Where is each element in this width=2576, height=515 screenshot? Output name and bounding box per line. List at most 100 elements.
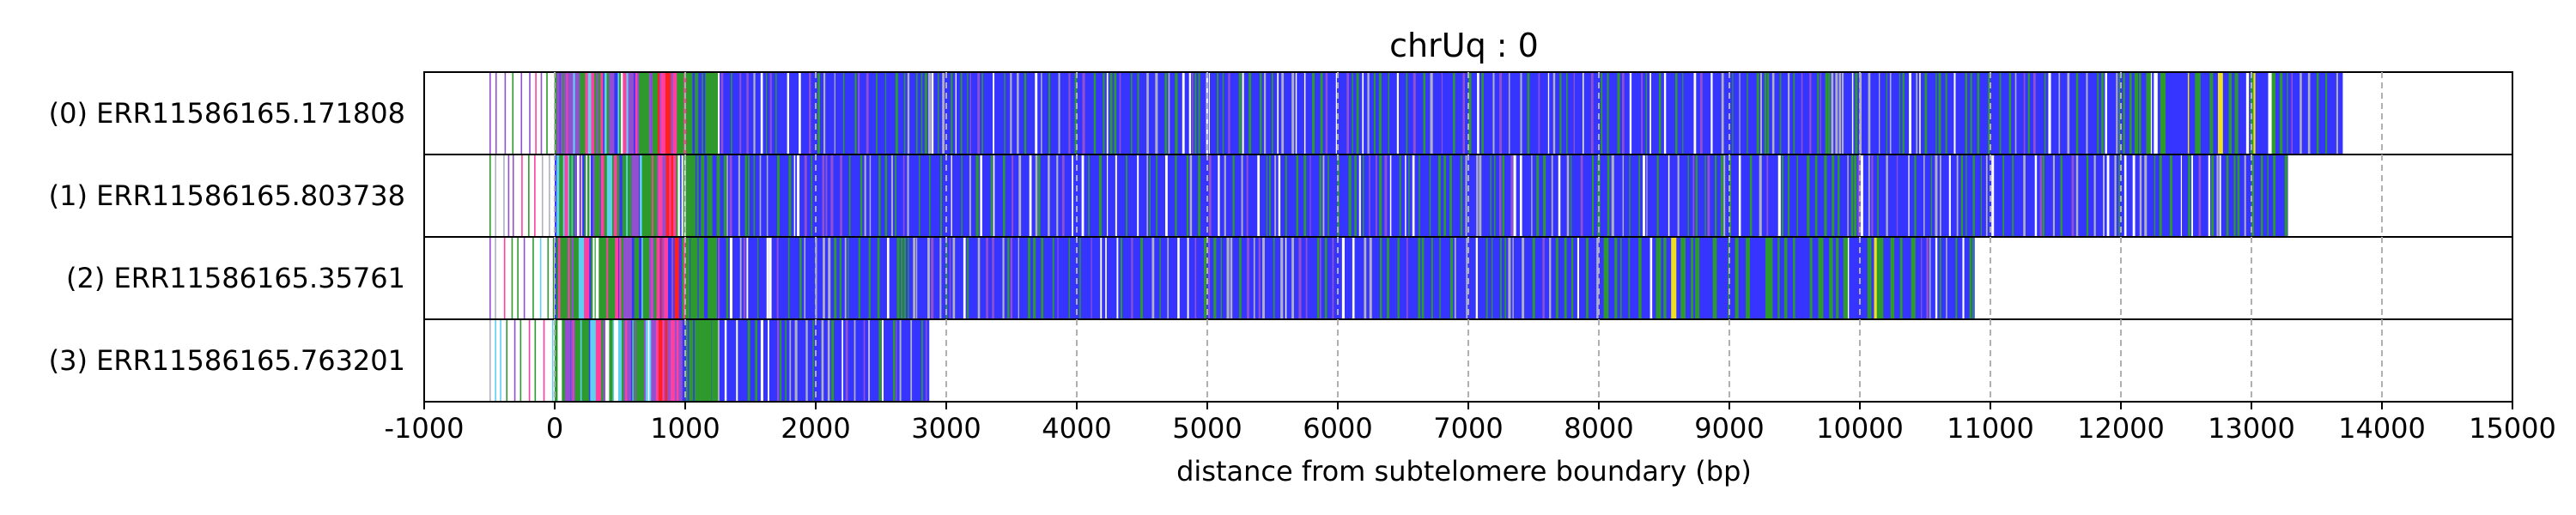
feature-mark [1369, 237, 1372, 319]
feature-mark [841, 319, 843, 402]
feature-mark [523, 237, 526, 319]
feature-mark [1358, 154, 1361, 237]
feature-mark [1109, 72, 1113, 154]
feature-mark [1387, 237, 1389, 319]
feature-mark [1232, 154, 1235, 237]
feature-mark [1559, 72, 1562, 154]
feature-mark [1663, 237, 1667, 319]
feature-mark [569, 154, 572, 237]
feature-mark [1710, 72, 1713, 154]
feature-mark [2208, 154, 2210, 237]
feature-mark [1082, 72, 1085, 154]
feature-mark [718, 319, 720, 402]
feature-mark [1228, 72, 1230, 154]
feature-mark [960, 72, 963, 154]
feature-mark [1061, 154, 1065, 237]
feature-mark [1580, 154, 1583, 237]
feature-mark [1274, 154, 1277, 237]
feature-mark [723, 154, 726, 237]
feature-mark [1909, 72, 1911, 154]
feature-mark [1890, 237, 1895, 319]
feature-mark [718, 237, 720, 319]
feature-mark [899, 319, 902, 402]
feature-mark [1208, 154, 1212, 237]
feature-mark [706, 72, 710, 154]
feature-mark [640, 319, 645, 402]
feature-mark [521, 154, 523, 237]
feature-mark [817, 72, 820, 154]
feature-mark [1140, 237, 1144, 319]
feature-mark [674, 237, 679, 319]
feature-mark [1977, 72, 1980, 154]
feature-mark [595, 319, 598, 402]
feature-mark [489, 319, 491, 402]
feature-mark [1305, 237, 1308, 319]
feature-mark [986, 237, 988, 319]
feature-mark [702, 319, 705, 402]
feature-mark [736, 319, 738, 402]
feature-mark [1649, 237, 1653, 319]
feature-mark [1242, 72, 1244, 154]
feature-mark [827, 319, 830, 402]
feature-mark [520, 72, 523, 154]
feature-mark [1341, 237, 1345, 319]
feature-mark [1735, 237, 1739, 319]
feature-mark [2250, 72, 2255, 154]
feature-mark [876, 72, 878, 154]
feature-mark [1876, 237, 1882, 319]
feature-mark [765, 72, 768, 154]
feature-mark [1379, 237, 1382, 319]
feature-mark [1399, 154, 1401, 237]
feature-mark [2086, 154, 2089, 237]
feature-mark [613, 154, 620, 237]
feature-mark [1295, 72, 1297, 154]
feature-mark [2307, 72, 2311, 154]
feature-mark [685, 154, 690, 237]
feature-mark [622, 319, 624, 402]
feature-mark [1874, 237, 1879, 319]
feature-mark [2291, 72, 2293, 154]
feature-mark [1603, 237, 1609, 319]
feature-mark [1832, 154, 1835, 237]
feature-mark [2008, 72, 2012, 154]
feature-mark [2023, 72, 2026, 154]
feature-mark [969, 72, 972, 154]
feature-mark [609, 237, 616, 319]
feature-mark [1476, 154, 1479, 237]
feature-mark [1641, 72, 1643, 154]
feature-mark [1677, 154, 1680, 237]
feature-mark [939, 237, 942, 319]
feature-mark [1643, 154, 1645, 237]
feature-mark [915, 72, 918, 154]
feature-mark [1035, 72, 1038, 154]
feature-mark [1924, 72, 1928, 154]
feature-mark [1837, 154, 1840, 237]
feature-mark [1956, 154, 1959, 237]
feature-mark [1771, 72, 1775, 154]
feature-mark [689, 319, 693, 402]
feature-mark [611, 72, 614, 154]
feature-mark [1508, 237, 1511, 319]
feature-mark [561, 154, 565, 237]
feature-mark [977, 72, 981, 154]
feature-mark [658, 154, 660, 237]
feature-mark [1004, 72, 1005, 154]
feature-mark [2039, 154, 2043, 237]
feature-mark [1638, 154, 1641, 237]
feature-mark [495, 319, 496, 402]
feature-mark [1807, 154, 1810, 237]
feature-mark [1264, 72, 1267, 154]
feature-mark [626, 237, 632, 319]
feature-mark [967, 237, 969, 319]
feature-mark [1421, 237, 1425, 319]
feature-mark [1007, 237, 1010, 319]
feature-mark [1871, 154, 1874, 237]
feature-mark [569, 72, 574, 154]
feature-mark [1886, 72, 1887, 154]
feature-mark [1705, 237, 1710, 319]
feature-mark [1485, 237, 1488, 319]
feature-mark [797, 154, 800, 237]
feature-mark [1850, 154, 1854, 237]
feature-mark [868, 319, 870, 402]
feature-mark [714, 319, 720, 402]
